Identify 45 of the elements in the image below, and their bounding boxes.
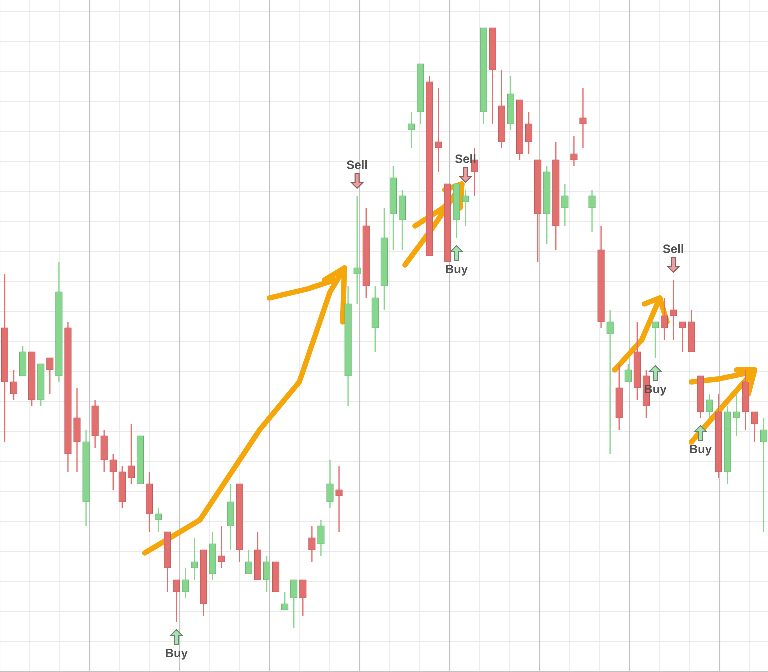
candlestick bbox=[318, 520, 325, 557]
candlestick bbox=[570, 136, 578, 167]
text: Buy bbox=[166, 649, 188, 660]
annotation: Sell bbox=[663, 244, 684, 254]
annotation: Sell bbox=[347, 160, 368, 170]
candlestick bbox=[46, 358, 54, 395]
candlestick bbox=[227, 484, 234, 551]
candlestick bbox=[10, 370, 18, 401]
candlestick bbox=[110, 454, 117, 491]
candlestick bbox=[399, 190, 406, 251]
candlestick bbox=[679, 322, 686, 353]
candlestick bbox=[290, 580, 298, 629]
candlestick bbox=[336, 466, 343, 533]
candlestick bbox=[588, 190, 596, 233]
candlestick bbox=[300, 580, 307, 617]
candlestick bbox=[751, 412, 758, 443]
candlestick bbox=[20, 346, 27, 377]
candlestick bbox=[706, 394, 714, 419]
candlestick bbox=[624, 364, 632, 383]
candlestick bbox=[173, 580, 180, 623]
candlestick bbox=[408, 112, 416, 149]
candlestick bbox=[245, 550, 252, 575]
candlestick bbox=[652, 322, 660, 359]
annotation: Buy bbox=[446, 265, 468, 276]
candlestick bbox=[155, 508, 162, 533]
candlestick bbox=[760, 418, 768, 533]
candlestick bbox=[182, 568, 190, 599]
candlestick bbox=[191, 538, 198, 581]
candlestick bbox=[661, 298, 668, 341]
candlestick bbox=[218, 526, 226, 569]
candlestick bbox=[670, 280, 678, 341]
candlestick bbox=[263, 556, 271, 593]
candlestick bbox=[326, 460, 334, 509]
candlestick bbox=[354, 196, 361, 305]
candlestick bbox=[128, 424, 135, 485]
candlestick bbox=[308, 526, 316, 563]
candlestick bbox=[525, 112, 533, 155]
candlestick bbox=[580, 88, 587, 149]
candlestick bbox=[100, 430, 108, 473]
candlestick bbox=[733, 394, 740, 437]
candlestick bbox=[282, 592, 289, 611]
candlestick bbox=[606, 310, 614, 455]
candlestick bbox=[562, 184, 569, 227]
candlestick bbox=[435, 88, 442, 173]
annotation: Buy bbox=[690, 445, 712, 456]
